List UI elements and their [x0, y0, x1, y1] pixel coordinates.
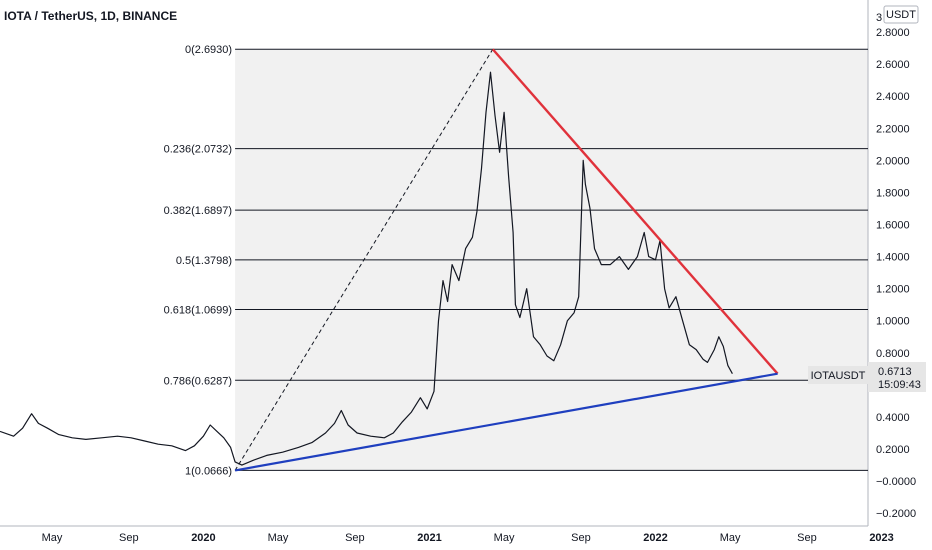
- currency-badge[interactable]: USDT: [883, 5, 919, 24]
- fib-level-label-1: 0.236(2.0732): [164, 144, 233, 156]
- y-tick-label-10: 0.8000: [876, 348, 910, 360]
- x-tick-label-2: 2020: [191, 532, 215, 544]
- y-tick-label-14: −0.2000: [876, 508, 916, 520]
- y-tick-label-5: 1.8000: [876, 187, 910, 199]
- fib-level-label-4: 0.618(1.0699): [164, 305, 233, 317]
- fib-level-label-5: 0.786(0.6287): [164, 375, 233, 387]
- y-tick-label-2: 2.4000: [876, 91, 910, 103]
- currency-badge-label: USDT: [886, 9, 916, 21]
- x-tick-label-7: Sep: [571, 532, 591, 544]
- fib-level-label-2: 0.382(1.6897): [164, 205, 233, 217]
- fib-level-label-3: 0.5(1.3798): [176, 255, 232, 267]
- y-tick-label-11: 0.4000: [876, 412, 910, 424]
- fib-anchor-diagonal[interactable]: [234, 48, 494, 471]
- fib-level-label-0: 0(2.6930): [185, 44, 232, 56]
- x-tick-label-11: 2023: [869, 532, 893, 544]
- y-tick-label-0: 2.8000: [876, 27, 910, 39]
- price-tag: IOTAUSDT 0.6713 15:09:43: [808, 362, 926, 392]
- y-tick-label-12: 0.2000: [876, 444, 910, 456]
- x-tick-label-10: Sep: [797, 532, 817, 544]
- x-tick-label-4: Sep: [345, 532, 365, 544]
- fib-level-label-6: 1(0.0666): [185, 465, 232, 477]
- y-tick-label-4: 2.0000: [876, 155, 910, 167]
- y-tick-label-7: 1.4000: [876, 252, 910, 264]
- price-tag-symbol: IOTAUSDT: [811, 370, 866, 382]
- support-trendline[interactable]: [234, 372, 778, 472]
- x-tick-label-9: May: [720, 532, 741, 544]
- x-tick-label-5: 2021: [417, 532, 441, 544]
- x-tick-label-3: May: [268, 532, 289, 544]
- y-tick-label-6: 1.6000: [876, 220, 910, 232]
- x-tick-label-8: 2022: [643, 532, 667, 544]
- y-tick-top-partial: 3: [876, 12, 882, 24]
- y-tick-label-9: 1.0000: [876, 316, 910, 328]
- y-tick-label-3: 2.2000: [876, 123, 910, 135]
- y-tick-label-13: −0.0000: [876, 476, 916, 488]
- x-tick-label-6: May: [494, 532, 515, 544]
- resistance-trendline[interactable]: [491, 48, 779, 375]
- chart-title: IOTA / TetherUS, 1D, BINANCE: [4, 9, 177, 23]
- y-tick-label-8: 1.2000: [876, 284, 910, 296]
- y-tick-label-1: 2.6000: [876, 59, 910, 71]
- price-tag-price: 0.6713: [878, 366, 912, 378]
- x-tick-label-1: Sep: [119, 532, 139, 544]
- x-tick-label-0: May: [42, 532, 63, 544]
- price-tag-countdown: 15:09:43: [878, 379, 921, 391]
- price-series-line: [0, 71, 733, 466]
